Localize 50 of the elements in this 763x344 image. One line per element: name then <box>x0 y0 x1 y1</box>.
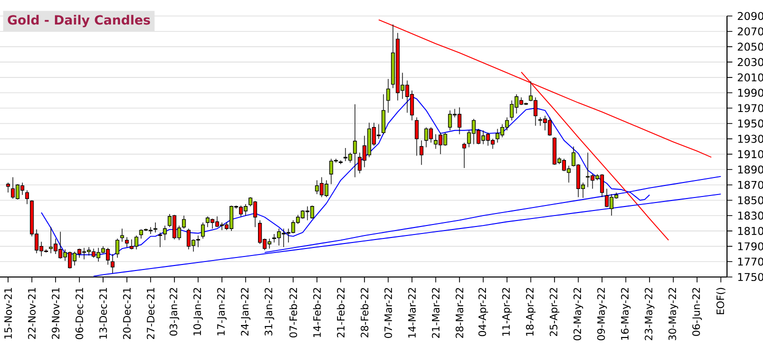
x-tick-label: EOF() <box>716 288 726 314</box>
x-tick-label: 11-Apr-22 <box>502 288 512 336</box>
x-tick-label: 28-Feb-22 <box>360 288 368 338</box>
x-tick-label: 13-Dec-21 <box>99 288 107 339</box>
x-tick-label: 14-Feb-22 <box>313 288 321 337</box>
x-tick-label: 21-Mar-22 <box>432 288 440 338</box>
x-tick-label: 07-Mar-22 <box>384 288 392 338</box>
x-tick-label: 02-May-22 <box>573 288 584 340</box>
y-tick-label: 1750 <box>738 272 763 282</box>
y-tick-label: 1970 <box>738 104 763 112</box>
y-tick-label: 1790 <box>738 242 763 250</box>
y-tick-label: 1930 <box>738 134 763 143</box>
y-tick-label: 1890 <box>738 165 763 174</box>
y-tick-label: 1770 <box>738 258 763 266</box>
y-tick-label: 2010 <box>738 73 763 82</box>
x-tick-label: 21-Feb-22 <box>336 288 345 338</box>
x-tick-label: 15-Nov-21 <box>4 288 12 339</box>
x-tick-label: 03-Jan-22 <box>170 288 180 336</box>
x-tick-label: 24-Jan-22 <box>240 288 250 336</box>
x-tick-label: 04-Apr-22 <box>478 288 488 336</box>
y-tick-label: 2050 <box>738 42 763 51</box>
y-tick-label: 1830 <box>738 212 763 220</box>
x-tick-label: 16-May-22 <box>620 288 631 340</box>
x-tick-label: 09-May-22 <box>597 288 607 340</box>
y-tick-label: 1850 <box>738 196 763 204</box>
x-tick-label: 18-Apr-22 <box>526 288 536 336</box>
x-tick-label: 30-May-22 <box>668 288 678 340</box>
x-tick-label: 22-Nov-21 <box>28 288 36 339</box>
x-tick-label: 20-Dec-21 <box>123 288 131 340</box>
y-tick-label: 2030 <box>738 58 763 66</box>
x-tick-label: 17-Jan-22 <box>217 288 227 336</box>
y-tick-label: 1910 <box>738 150 763 158</box>
x-tick-label: 29-Nov-21 <box>52 288 60 339</box>
y-tick-label: 1990 <box>738 88 763 97</box>
y-tick-label: 1950 <box>738 119 763 128</box>
x-tick-label: 07-Feb-22 <box>289 288 298 338</box>
y-tick-label: 2070 <box>738 27 763 36</box>
x-tick-label: 28-Mar-22 <box>456 288 464 338</box>
y-tick-label: 2090 <box>738 12 763 20</box>
x-tick-label: 06-Dec-21 <box>76 288 84 340</box>
x-tick-label: 10-Jan-22 <box>193 288 203 336</box>
x-tick-label: 27-Dec-21 <box>146 288 154 340</box>
x-tick-label: 06-Jun-22 <box>692 288 702 336</box>
chart-title: Gold - Daily Candles <box>8 14 150 28</box>
y-tick-label: 1870 <box>738 180 763 189</box>
x-tick-label: 23-May-22 <box>644 288 654 340</box>
y-tick-label: 1810 <box>738 226 763 235</box>
x-tick-label: 31-Jan-22 <box>264 288 274 336</box>
x-tick-label: 25-Apr-22 <box>550 288 560 336</box>
x-tick-label: 14-Mar-22 <box>408 288 416 338</box>
